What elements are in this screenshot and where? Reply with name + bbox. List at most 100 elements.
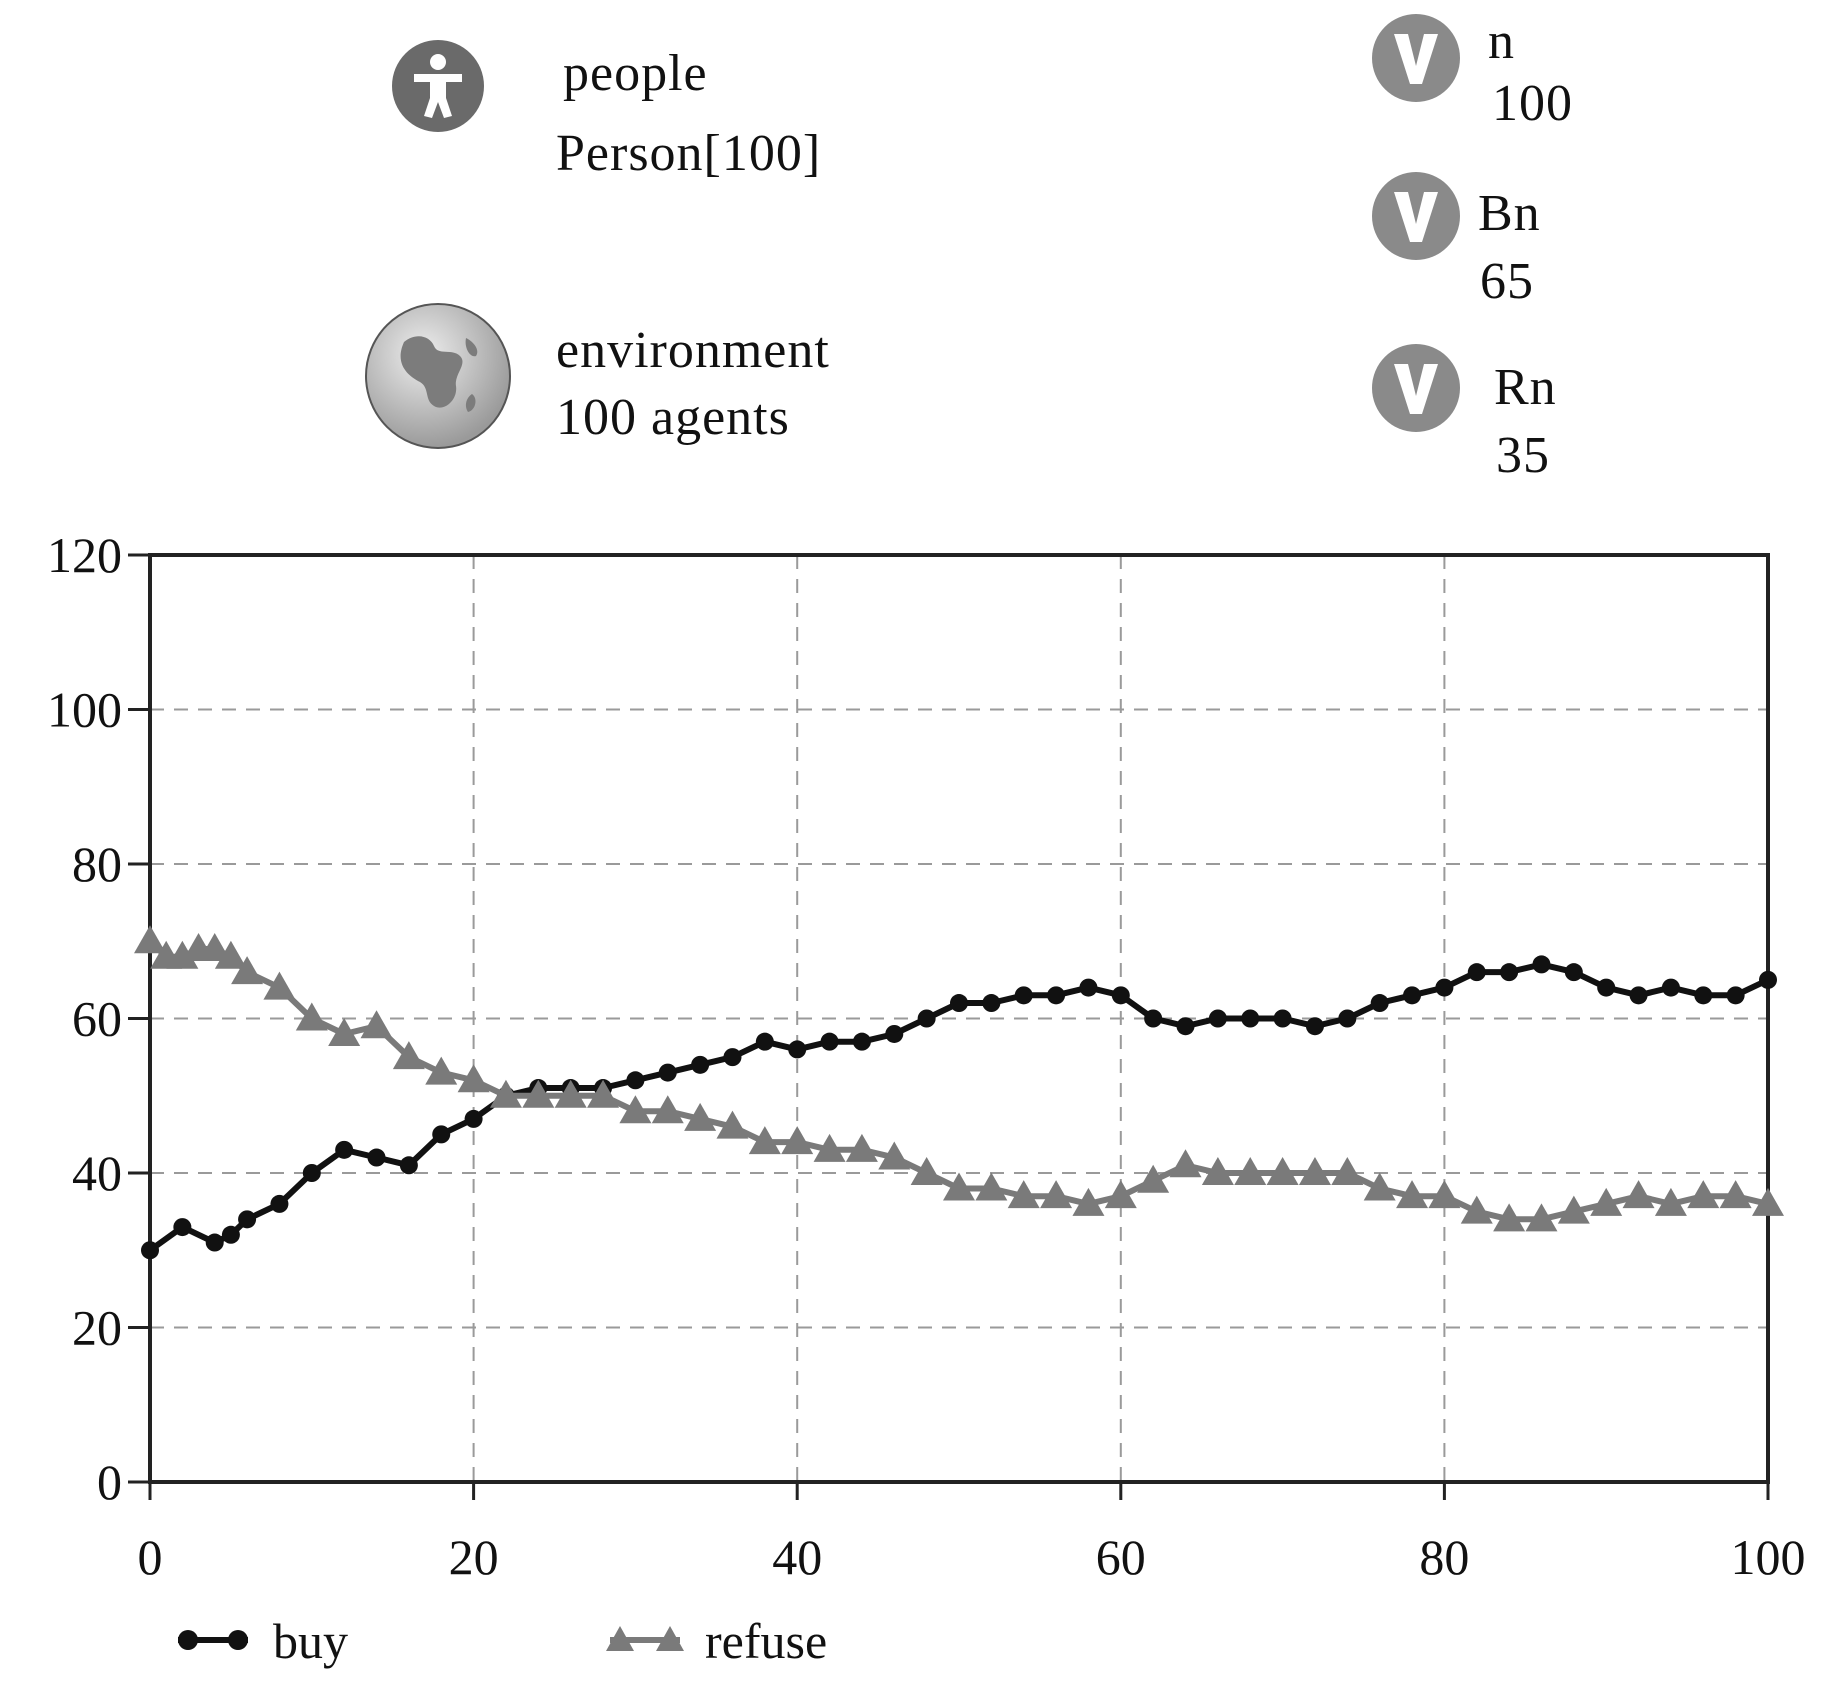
point-refuse xyxy=(425,1056,458,1085)
point-refuse xyxy=(166,940,199,969)
x-tick-label: 0 xyxy=(138,1529,163,1585)
point-refuse xyxy=(263,971,296,1000)
point-refuse xyxy=(214,940,247,969)
point-refuse xyxy=(1687,1180,1720,1209)
point-buy xyxy=(723,1048,742,1067)
point-refuse xyxy=(845,1133,878,1162)
point-buy xyxy=(1305,1017,1324,1036)
point-refuse xyxy=(813,1133,846,1162)
point-buy xyxy=(626,1071,645,1090)
point-refuse xyxy=(1590,1187,1623,1216)
point-buy xyxy=(1111,986,1130,1005)
point-buy xyxy=(1759,970,1777,989)
point-buy xyxy=(1079,978,1098,997)
point-buy xyxy=(950,994,968,1013)
point-refuse xyxy=(975,1172,1008,1201)
agent-environment-detail: 100 agents xyxy=(556,389,790,446)
point-buy xyxy=(852,1032,871,1051)
legend-marker-refuse xyxy=(606,1626,634,1651)
y-tick-label: 60 xyxy=(72,991,122,1047)
agent-environment-name: environment xyxy=(556,322,830,379)
globe-icon xyxy=(365,303,511,449)
point-buy xyxy=(1047,986,1066,1005)
point-buy xyxy=(335,1140,354,1159)
x-tick-label: 60 xyxy=(1096,1529,1146,1585)
legend-marker-buy xyxy=(178,1630,198,1650)
point-refuse xyxy=(1331,1157,1364,1185)
point-refuse xyxy=(1460,1195,1493,1224)
point-buy xyxy=(1661,978,1680,997)
point-buy xyxy=(820,1032,839,1051)
point-buy xyxy=(1500,963,1519,982)
y-tick-label: 20 xyxy=(72,1300,122,1356)
point-refuse xyxy=(1201,1157,1234,1185)
x-tick-label: 20 xyxy=(449,1529,499,1585)
point-buy xyxy=(1241,1009,1260,1028)
point-refuse xyxy=(1752,1187,1784,1216)
legend-marker-refuse xyxy=(656,1626,684,1651)
variable-rn-value: 35 xyxy=(1496,427,1550,484)
person-icon xyxy=(392,40,484,132)
point-refuse xyxy=(1137,1164,1170,1193)
point-buy xyxy=(205,1233,224,1252)
point-buy xyxy=(399,1156,418,1175)
point-buy xyxy=(1435,978,1454,997)
point-refuse xyxy=(651,1095,684,1124)
point-refuse xyxy=(1622,1180,1655,1209)
x-tick-label: 40 xyxy=(772,1529,822,1585)
point-refuse xyxy=(619,1095,652,1124)
point-buy xyxy=(1694,986,1713,1005)
point-refuse xyxy=(198,932,231,961)
y-tick-label: 0 xyxy=(97,1454,122,1510)
point-buy xyxy=(1144,1009,1163,1028)
chart-tick-labels: 0 20 40 60 80 100 120 0 20 40 60 80 100 xyxy=(47,527,1806,1585)
point-buy xyxy=(270,1194,289,1213)
point-buy xyxy=(1726,986,1745,1005)
point-refuse xyxy=(1007,1180,1040,1209)
point-refuse xyxy=(1525,1203,1558,1232)
x-tick-label: 80 xyxy=(1419,1529,1469,1585)
point-refuse xyxy=(1298,1157,1331,1185)
point-refuse xyxy=(910,1157,943,1185)
point-refuse xyxy=(1104,1180,1137,1209)
point-refuse xyxy=(295,1002,328,1031)
y-tick-label: 80 xyxy=(72,836,122,892)
legend-marker-buy xyxy=(228,1630,248,1650)
legend-label-refuse: refuse xyxy=(705,1613,827,1669)
point-buy xyxy=(302,1164,321,1182)
variable-rn-name: Rn xyxy=(1494,359,1557,416)
point-refuse xyxy=(878,1141,911,1170)
point-refuse xyxy=(231,956,264,985)
point-refuse xyxy=(1266,1157,1299,1185)
point-refuse xyxy=(1363,1172,1396,1201)
point-refuse xyxy=(1169,1149,1202,1178)
point-refuse xyxy=(716,1110,749,1139)
point-refuse xyxy=(360,1010,393,1039)
point-refuse xyxy=(1234,1157,1267,1185)
y-tick-label: 120 xyxy=(47,527,122,583)
point-refuse xyxy=(748,1126,781,1155)
point-refuse xyxy=(1040,1180,1073,1209)
point-refuse xyxy=(457,1064,490,1093)
point-buy xyxy=(1403,986,1422,1005)
point-refuse xyxy=(587,1079,620,1108)
variable-n-value: 100 xyxy=(1492,75,1573,132)
point-refuse xyxy=(781,1126,814,1155)
point-buy xyxy=(691,1055,710,1074)
point-buy xyxy=(1629,986,1648,1005)
point-buy xyxy=(1176,1017,1195,1036)
point-buy xyxy=(755,1032,774,1051)
point-buy xyxy=(1597,978,1616,997)
point-buy xyxy=(788,1040,807,1059)
variable-v-icon xyxy=(1372,344,1460,432)
point-buy xyxy=(1370,994,1389,1013)
agent-people-name: people xyxy=(563,45,708,102)
variable-v-icon xyxy=(1372,172,1460,260)
variable-n-name: n xyxy=(1488,13,1515,70)
point-buy xyxy=(1338,1009,1357,1028)
point-buy xyxy=(1273,1009,1292,1028)
point-buy xyxy=(238,1210,257,1229)
point-refuse xyxy=(392,1041,425,1070)
chart-series xyxy=(134,925,1784,1260)
point-refuse xyxy=(489,1079,522,1108)
